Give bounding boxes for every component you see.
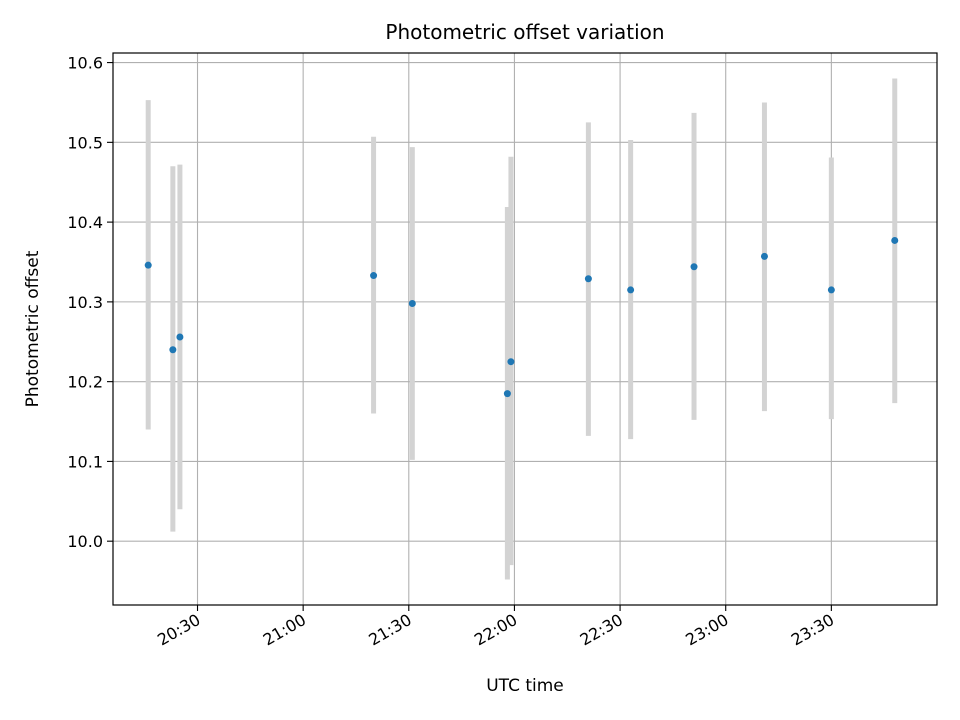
data-point: [827, 286, 835, 294]
y-tick-label: 10.6: [67, 54, 103, 73]
data-point: [408, 299, 416, 307]
y-axis: 10.0 10.1 10.2 10.3 10.4 10.5 10.6: [67, 54, 113, 551]
data-point: [169, 346, 177, 354]
x-axis-title: UTC time: [486, 676, 564, 696]
data-point: [584, 275, 592, 283]
data-point: [891, 236, 899, 244]
data-point: [507, 358, 515, 366]
y-tick-label: 10.2: [67, 373, 103, 392]
y-axis-title: Photometric offset: [23, 250, 43, 407]
data-point: [627, 286, 635, 294]
y-tick-label: 10.0: [67, 532, 103, 551]
data-point: [370, 272, 378, 280]
data-point: [760, 252, 768, 260]
data-point: [690, 263, 698, 271]
grid-lines: [113, 53, 937, 605]
y-tick-label: 10.3: [67, 293, 103, 312]
chart-title: Photometric offset variation: [385, 20, 664, 44]
y-tick-label: 10.4: [67, 213, 103, 232]
plot-frame: [112, 52, 938, 606]
y-tick-label: 10.1: [67, 452, 103, 471]
data-point: [503, 390, 511, 398]
data-point: [176, 333, 184, 341]
y-tick-label: 10.5: [67, 133, 103, 152]
data-points: [144, 236, 899, 398]
data-point: [144, 261, 152, 269]
